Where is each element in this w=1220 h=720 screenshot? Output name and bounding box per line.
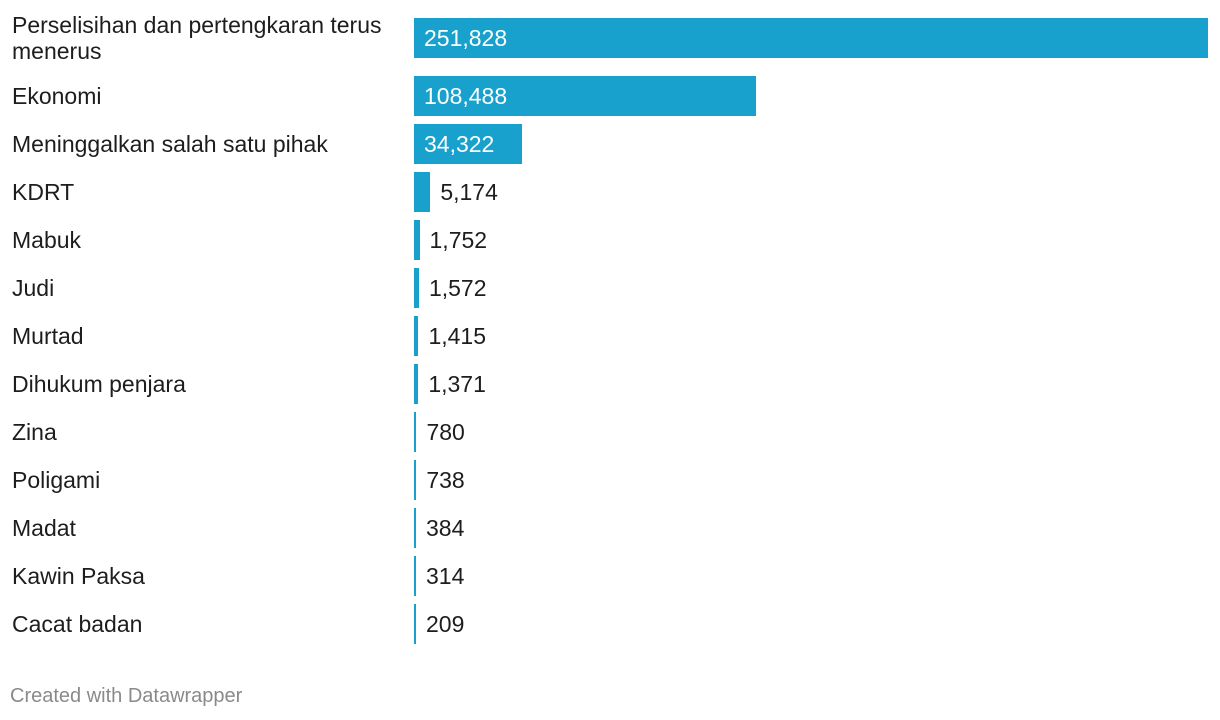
value-label: 384 xyxy=(426,515,465,541)
bar xyxy=(414,412,417,452)
category-label: Dihukum penjara xyxy=(12,371,186,397)
value-label: 5,174 xyxy=(440,179,498,205)
category-label: Meninggalkan salah satu pihak xyxy=(12,131,328,157)
bar xyxy=(414,604,416,644)
bar xyxy=(414,268,419,308)
category-label: Poligami xyxy=(12,467,101,493)
bar-row: Cacat badan 209 xyxy=(0,604,1220,644)
value-label: 1,752 xyxy=(429,227,488,253)
bar xyxy=(414,172,431,212)
bar xyxy=(414,460,417,500)
bar xyxy=(414,220,420,260)
footer-credit[interactable]: Created with Datawrapper xyxy=(10,685,243,707)
bar-chart: Perselisihan dan pertengkaran terus mene… xyxy=(0,12,1220,644)
bar xyxy=(414,508,416,548)
category-label: Zina xyxy=(12,419,57,445)
bar xyxy=(414,364,419,404)
category-label: Judi xyxy=(12,275,55,301)
category-label: KDRT xyxy=(12,179,75,205)
value-label: 1,572 xyxy=(428,275,487,301)
bar-row: Madat 384 xyxy=(0,508,1220,548)
value-label: 251,828 xyxy=(424,25,508,51)
bar-row: Murtad 1,415 xyxy=(0,316,1220,356)
bar xyxy=(414,124,523,164)
category-label: Madat xyxy=(12,515,76,541)
category-label: Murtad xyxy=(12,323,84,349)
bar xyxy=(414,76,757,116)
value-label: 1,371 xyxy=(428,371,486,397)
bar xyxy=(414,556,416,596)
bar-row: Poligami 738 xyxy=(0,460,1220,500)
bar xyxy=(414,316,419,356)
bar-row: Zina 780 xyxy=(0,412,1220,452)
bar-row: Kawin Paksa 314 xyxy=(0,556,1220,596)
value-label: 108,488 xyxy=(424,83,508,109)
category-label: Kawin Paksa xyxy=(12,563,145,589)
bar xyxy=(414,18,1208,58)
bar-row: KDRT 5,174 xyxy=(0,172,1220,212)
value-label: 314 xyxy=(426,563,465,589)
bar-row: Perselisihan dan pertengkaran terus mene… xyxy=(0,12,1220,64)
bar-row: Dihukum penjara 1,371 xyxy=(0,364,1220,404)
value-label: 1,415 xyxy=(428,323,487,349)
bar-row: Ekonomi 108,488 xyxy=(0,76,1220,116)
value-label: 738 xyxy=(426,467,465,493)
value-label: 780 xyxy=(426,419,465,445)
bar-row: Mabuk 1,752 xyxy=(0,220,1220,260)
category-label: Mabuk xyxy=(12,227,82,253)
category-label: Ekonomi xyxy=(12,83,102,109)
category-label: Cacat badan xyxy=(12,611,143,637)
category-label: Perselisihan dan pertengkaran terus mene… xyxy=(12,12,382,64)
bar-row: Meninggalkan salah satu pihak 34,322 xyxy=(0,124,1220,164)
bar-row: Judi 1,572 xyxy=(0,268,1220,308)
value-label: 34,322 xyxy=(424,131,495,157)
value-label: 209 xyxy=(426,611,465,637)
